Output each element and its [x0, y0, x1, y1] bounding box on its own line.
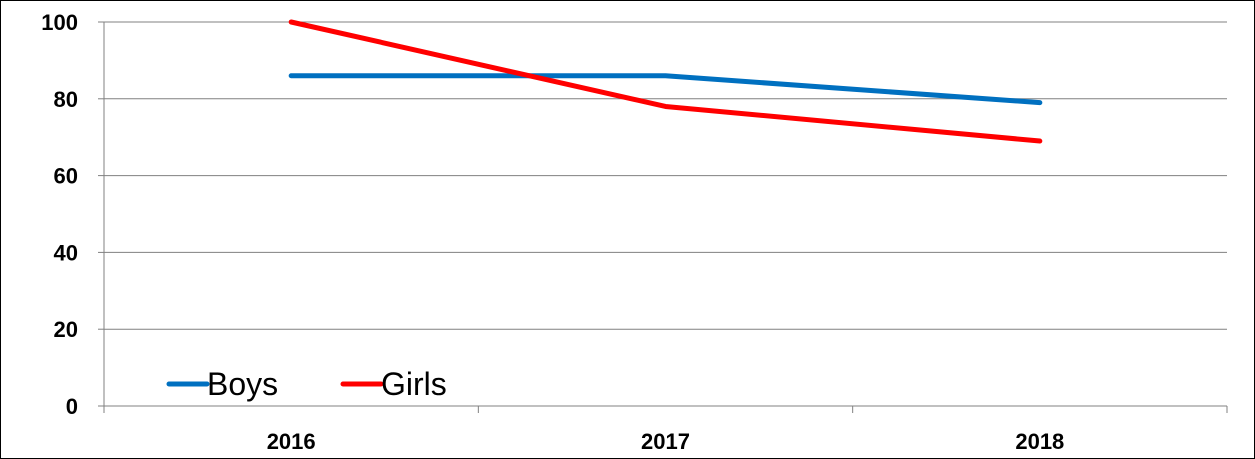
y-tick-label-80: 80: [54, 87, 78, 112]
legend-label-boys: Boys: [207, 366, 278, 402]
x-tick-label-2017: 2017: [641, 429, 690, 454]
y-tick-label-0: 0: [66, 394, 78, 419]
x-tick-label-2018: 2018: [1015, 429, 1064, 454]
y-tick-label-20: 20: [54, 317, 78, 342]
legend-label-girls: Girls: [381, 366, 447, 402]
series-layer: [288, 19, 1043, 144]
y-tick-label-60: 60: [54, 164, 78, 189]
y-tick-label-40: 40: [54, 240, 78, 265]
axis-layer: 0 20 40 60 80 100 2016 2017 2018: [41, 10, 1228, 454]
y-tick-label-100: 100: [41, 10, 78, 35]
series-line-girls: [288, 19, 1043, 144]
grid-layer: [104, 21, 1227, 407]
series-line-boys: [288, 73, 1043, 106]
x-tick-label-2016: 2016: [267, 429, 316, 454]
legend: Boys Girls: [166, 366, 447, 402]
